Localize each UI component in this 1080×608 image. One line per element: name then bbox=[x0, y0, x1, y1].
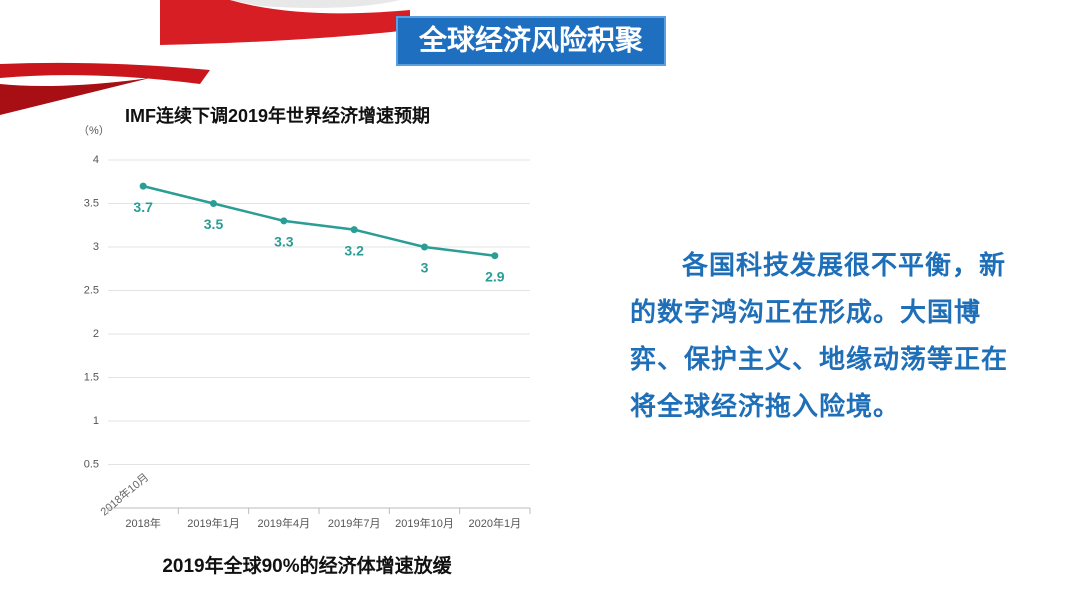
point bbox=[491, 252, 499, 260]
data-label: 3.2 bbox=[344, 242, 364, 258]
x-tick-label: 2020年1月 bbox=[469, 516, 522, 530]
x-tick-label: 2019年4月 bbox=[258, 516, 311, 530]
y-tick-label: 3 bbox=[93, 241, 99, 253]
point bbox=[350, 226, 358, 234]
x-tick-label: 2019年7月 bbox=[328, 516, 381, 530]
x-tick-label: 2019年10月 bbox=[395, 516, 454, 530]
chart-title: IMF连续下调2019年世界经济增速预期 bbox=[125, 105, 430, 126]
data-label: 3.5 bbox=[204, 216, 224, 232]
y-tick-label: 3.5 bbox=[84, 197, 99, 209]
y-tick-label: 1 bbox=[93, 415, 99, 427]
y-tick-label: 2 bbox=[93, 328, 99, 340]
data-label: 2.9 bbox=[485, 268, 505, 284]
point bbox=[210, 200, 217, 207]
slide-title: 全球经济风险积聚 bbox=[418, 23, 644, 55]
y-tick-label: 4 bbox=[93, 154, 99, 166]
body-text: 各国科技发展很不平衡，新的数字鸿沟正在形成。大国博弈、保护主义、地缘动荡等正在将… bbox=[630, 250, 1009, 421]
point bbox=[421, 243, 428, 251]
title-banner bbox=[396, 16, 666, 66]
ribbon bbox=[160, 0, 410, 45]
data-label: 3.3 bbox=[274, 234, 294, 250]
y-unit: （%） bbox=[78, 124, 110, 137]
point bbox=[280, 217, 288, 225]
ribbon bbox=[0, 78, 150, 115]
y-tick-label: 0.5 bbox=[84, 458, 99, 470]
point bbox=[139, 182, 147, 190]
data-label: 3.7 bbox=[133, 199, 153, 215]
ribbon bbox=[230, 0, 400, 8]
x-tick-label: 2018年 bbox=[125, 516, 160, 530]
x-tick-label: 2019年1月 bbox=[187, 516, 240, 530]
ribbon bbox=[0, 62, 210, 84]
caption: 2019年全球90%的经济体增速放缓 bbox=[162, 554, 452, 577]
annotation: 2018年10月 bbox=[97, 470, 151, 518]
data-label: 3 bbox=[421, 260, 429, 276]
y-tick-label: 1.5 bbox=[84, 371, 99, 383]
line bbox=[142, 184, 495, 257]
y-tick-label: 2.5 bbox=[84, 284, 99, 296]
